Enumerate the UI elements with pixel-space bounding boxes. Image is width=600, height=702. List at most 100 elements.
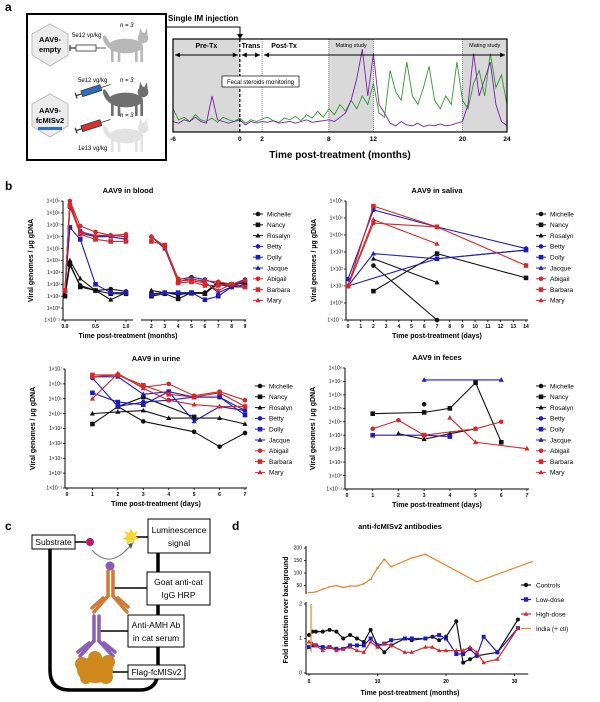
legend-item: Michelle bbox=[255, 383, 293, 390]
data-point bbox=[461, 660, 466, 665]
data-point bbox=[67, 225, 73, 230]
y-tick-label: 1×10¹ bbox=[49, 456, 62, 462]
data-point bbox=[217, 415, 223, 420]
data-point bbox=[434, 241, 440, 246]
x-tick-label: 12 bbox=[498, 324, 504, 330]
legend-label: Low-dose bbox=[536, 597, 565, 604]
x-axis-label: Time post-treatment (months) bbox=[360, 690, 459, 697]
n-label: n = 3 bbox=[120, 78, 134, 84]
series-line bbox=[143, 420, 195, 433]
data-point bbox=[257, 448, 263, 454]
series-line bbox=[373, 205, 438, 228]
data-point bbox=[481, 634, 486, 639]
legend-label: Abigail bbox=[550, 448, 570, 455]
data-point bbox=[140, 407, 146, 413]
series-line bbox=[449, 417, 476, 443]
series-line bbox=[436, 249, 527, 260]
x-tick-label: 10 bbox=[375, 679, 381, 685]
legend-label: Barbara bbox=[550, 459, 574, 466]
data-point bbox=[242, 397, 248, 403]
dose-label: 5e12 vp/kg bbox=[72, 33, 101, 39]
legend-label: Mary bbox=[267, 298, 282, 305]
data-point bbox=[93, 229, 98, 235]
legend-item: Mary bbox=[536, 469, 565, 477]
injection-label: Single IM injection bbox=[168, 14, 238, 23]
data-point bbox=[523, 611, 529, 616]
data-point bbox=[140, 394, 146, 400]
series-line bbox=[95, 231, 111, 236]
data-point bbox=[473, 426, 478, 432]
data-point bbox=[257, 459, 263, 464]
series-nancy bbox=[370, 380, 504, 445]
y-tick-label: 50 bbox=[296, 583, 302, 589]
data-point bbox=[217, 444, 222, 449]
data-point bbox=[361, 643, 366, 648]
series-line bbox=[347, 205, 374, 287]
series-line bbox=[95, 289, 111, 295]
data-point bbox=[257, 394, 263, 400]
legend-label: Michelle bbox=[550, 211, 574, 218]
series-line bbox=[164, 247, 179, 281]
legend-label: Controls bbox=[536, 582, 561, 589]
data-point bbox=[242, 412, 248, 418]
dose-label: 1e13 vg/kg bbox=[78, 146, 107, 152]
data-point bbox=[334, 648, 339, 653]
data-point bbox=[370, 216, 376, 222]
series-mary bbox=[89, 370, 248, 409]
x-tick-label: 3 bbox=[142, 492, 145, 498]
x-tick-label: 12 bbox=[370, 136, 378, 143]
series-jacque bbox=[89, 374, 248, 424]
data-point bbox=[436, 648, 442, 653]
legend-label: Mary bbox=[269, 470, 284, 477]
series-line bbox=[231, 280, 246, 285]
data-point bbox=[434, 279, 440, 285]
series-michelle bbox=[115, 404, 248, 449]
y-tick-label: 1×10⁶ bbox=[329, 393, 342, 399]
data-point bbox=[255, 254, 261, 260]
y-tick-label: 0 bbox=[299, 671, 302, 677]
data-point bbox=[460, 648, 466, 653]
data-point bbox=[257, 404, 263, 410]
data-point bbox=[255, 244, 261, 249]
data-point bbox=[389, 643, 394, 647]
series-line bbox=[193, 431, 220, 448]
data-point bbox=[370, 411, 376, 416]
series-line bbox=[143, 399, 169, 403]
series-line bbox=[92, 377, 119, 407]
legend-item: Dolly bbox=[253, 255, 282, 262]
reaction-arrow bbox=[91, 545, 131, 560]
data-point bbox=[409, 636, 414, 641]
series-abigail bbox=[62, 198, 248, 293]
syringe-icon bbox=[74, 119, 111, 134]
x-tick-label: 0.0 bbox=[62, 324, 69, 330]
legend-item: Nancy bbox=[536, 222, 569, 229]
legend-item: Rosalyn bbox=[255, 404, 293, 412]
series-line bbox=[194, 404, 220, 408]
vector-label: AAV9- bbox=[39, 35, 61, 44]
syringe-icon bbox=[74, 84, 111, 99]
data-point bbox=[115, 409, 121, 414]
data-point bbox=[444, 636, 448, 641]
data-point bbox=[474, 649, 480, 654]
data-point bbox=[202, 297, 208, 303]
series-line bbox=[143, 391, 169, 395]
series-line bbox=[218, 283, 232, 292]
y-tick-label: 1×10⁸ bbox=[329, 366, 342, 372]
y-tick-label: 1×10⁹ bbox=[47, 199, 60, 205]
legend-item: Betty bbox=[536, 244, 566, 251]
data-point bbox=[538, 426, 544, 432]
series-line bbox=[373, 258, 438, 284]
series-low-dose bbox=[307, 626, 520, 658]
x-axis-label: Time post-treatment (days) bbox=[392, 333, 482, 340]
legend-item: Michelle bbox=[536, 383, 574, 390]
data-point bbox=[434, 317, 440, 323]
data-point bbox=[434, 224, 440, 230]
legend-item: Abigail bbox=[536, 276, 570, 283]
legend-item: Michelle bbox=[536, 211, 574, 218]
aav-capsid-icon bbox=[31, 93, 69, 138]
chart-title: AAV9 in saliva bbox=[411, 186, 463, 195]
x-tick-label: 3 bbox=[385, 324, 388, 330]
legend-label: Dolly bbox=[550, 255, 565, 262]
y-tick-label: 1×10⁵ bbox=[49, 396, 62, 402]
data-point bbox=[62, 287, 68, 293]
